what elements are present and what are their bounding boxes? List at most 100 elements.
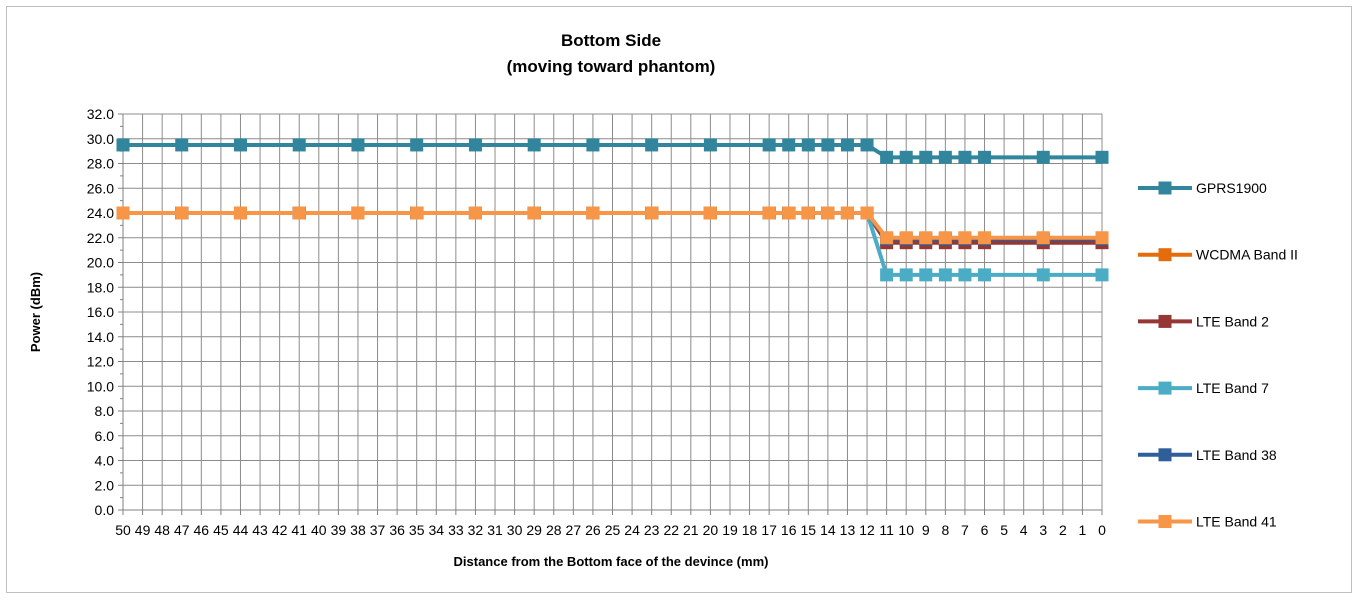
x-tick-label: 49 [135, 522, 151, 538]
x-tick-label: 16 [781, 522, 797, 538]
y-tick-label: 4.0 [95, 453, 115, 469]
x-axis-title: Distance from the Bottom face of the dev… [454, 554, 769, 569]
data-point [527, 138, 541, 152]
x-tick-label: 7 [961, 522, 969, 538]
x-tick-label: 24 [624, 522, 640, 538]
data-point [938, 231, 952, 245]
series-lines [116, 138, 1109, 282]
y-tick-label: 8.0 [95, 403, 115, 419]
data-point [938, 150, 952, 164]
data-point [801, 138, 815, 152]
legend-marker [1158, 181, 1172, 195]
x-tick-label: 46 [194, 522, 210, 538]
data-point [840, 138, 854, 152]
x-tick-label: 4 [1020, 522, 1028, 538]
legend-entry: LTE Band 38 [1138, 447, 1277, 463]
data-point [919, 231, 933, 245]
x-tick-label: 42 [272, 522, 288, 538]
x-tick-label: 31 [487, 522, 503, 538]
x-tick-label: 1 [1079, 522, 1087, 538]
x-tick-label: 29 [526, 522, 542, 538]
x-tick-label: 43 [252, 522, 268, 538]
data-point [801, 206, 815, 220]
data-point [292, 138, 306, 152]
data-point [880, 268, 894, 282]
chart-title: Bottom Side [561, 31, 661, 50]
x-tick-label: 14 [820, 522, 836, 538]
data-point [468, 206, 482, 220]
data-point [351, 138, 365, 152]
data-point [978, 150, 992, 164]
y-tick-label: 28.0 [87, 156, 114, 172]
x-tick-label: 17 [761, 522, 777, 538]
x-tick-label: 5 [1000, 522, 1008, 538]
data-point [175, 138, 189, 152]
data-point [1036, 150, 1050, 164]
x-tick-label: 40 [311, 522, 327, 538]
x-tick-label: 0 [1098, 522, 1106, 538]
x-tick-label: 33 [448, 522, 464, 538]
x-tick-label: 26 [585, 522, 601, 538]
data-point [1095, 268, 1109, 282]
x-tick-label: 44 [233, 522, 249, 538]
data-point [586, 206, 600, 220]
data-point [175, 206, 189, 220]
legend-label: LTE Band 7 [1196, 380, 1269, 396]
data-point [821, 138, 835, 152]
legend-entry: LTE Band 7 [1138, 380, 1269, 396]
data-point [116, 138, 130, 152]
data-point [899, 268, 913, 282]
axes [118, 113, 1103, 515]
legend-label: GPRS1900 [1196, 180, 1267, 196]
data-point [938, 268, 952, 282]
y-tick-labels: 0.0 2.0 4.0 6.0 8.0 10.0 12.0 14.0 16.0 18.0 20.0 2… [87, 106, 114, 518]
legend-entry: LTE Band 2 [1138, 313, 1269, 329]
x-tick-label: 27 [566, 522, 582, 538]
data-point [703, 206, 717, 220]
data-point [645, 206, 659, 220]
x-tick-label: 48 [154, 522, 170, 538]
x-tick-label: 34 [428, 522, 444, 538]
y-tick-label: 10.0 [87, 378, 114, 394]
data-point [233, 206, 247, 220]
data-point [292, 206, 306, 220]
data-point [1095, 150, 1109, 164]
x-tick-label: 39 [331, 522, 347, 538]
data-point [351, 206, 365, 220]
legend-marker [1158, 314, 1172, 328]
x-tick-label: 30 [507, 522, 523, 538]
data-point [958, 150, 972, 164]
x-tick-label: 6 [981, 522, 989, 538]
data-point [782, 206, 796, 220]
series-gprs1900 [116, 138, 1109, 164]
data-point [1095, 231, 1109, 245]
x-tick-label: 32 [468, 522, 484, 538]
x-tick-label: 3 [1039, 522, 1047, 538]
data-point [958, 268, 972, 282]
legend-label: LTE Band 2 [1196, 313, 1269, 329]
x-tick-label: 25 [605, 522, 621, 538]
x-tick-label: 22 [663, 522, 679, 538]
y-tick-label: 16.0 [87, 304, 114, 320]
x-tick-label: 36 [389, 522, 405, 538]
x-tick-label: 15 [801, 522, 817, 538]
legend-label: WCDMA Band II [1196, 247, 1298, 263]
x-tick-label: 47 [174, 522, 190, 538]
x-tick-label: 10 [898, 522, 914, 538]
y-tick-label: 6.0 [95, 428, 115, 444]
x-tick-label: 12 [859, 522, 875, 538]
data-point [880, 150, 894, 164]
data-point [919, 150, 933, 164]
x-tick-label: 8 [941, 522, 949, 538]
y-tick-label: 0.0 [95, 502, 115, 518]
y-tick-label: 12.0 [87, 354, 114, 370]
data-point [410, 206, 424, 220]
x-tick-label: 9 [922, 522, 930, 538]
y-tick-label: 14.0 [87, 329, 114, 345]
data-point [468, 138, 482, 152]
data-point [782, 138, 796, 152]
data-point [527, 206, 541, 220]
data-point [899, 150, 913, 164]
data-point [899, 231, 913, 245]
